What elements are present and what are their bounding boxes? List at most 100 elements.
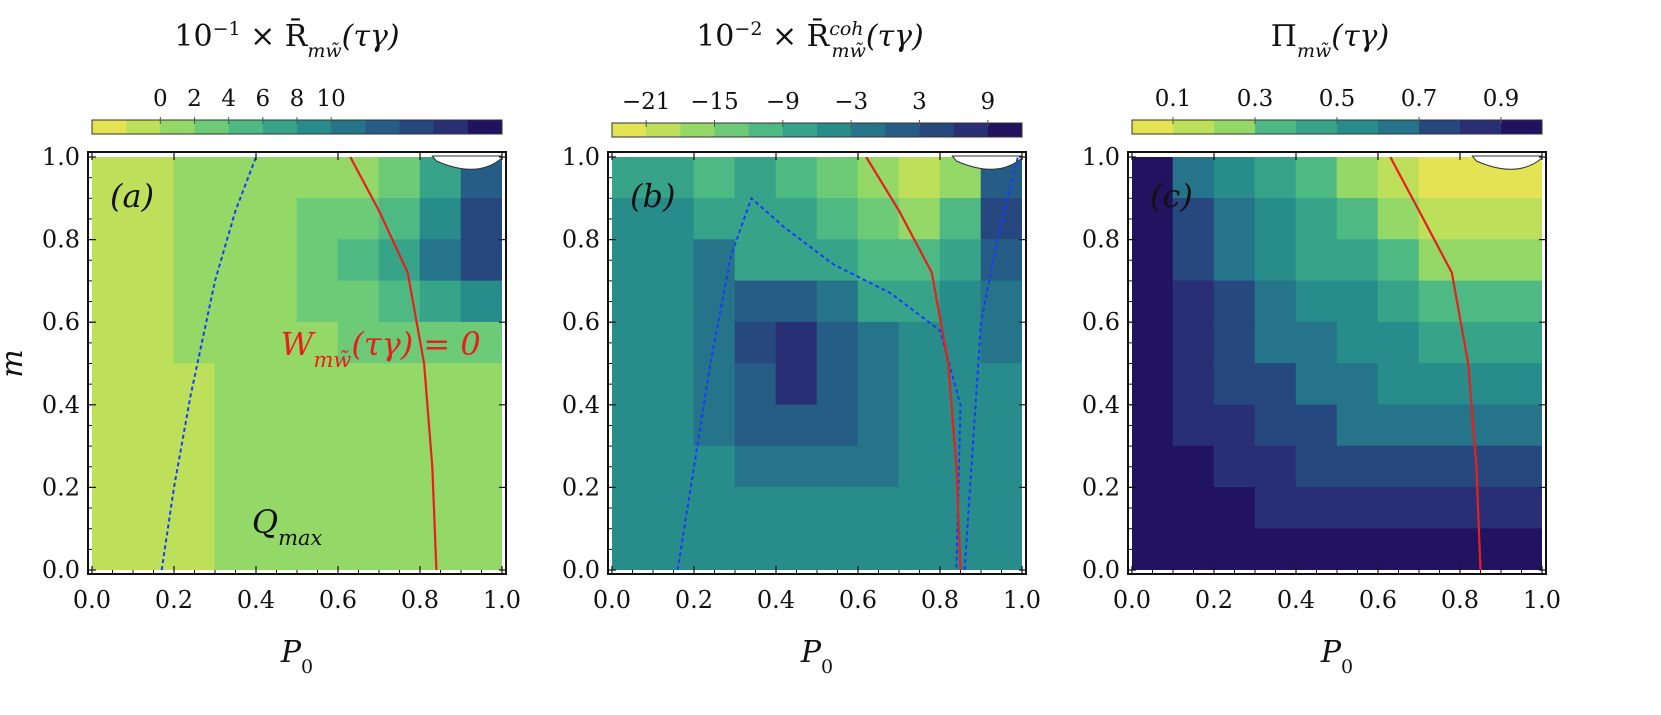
contour-cell <box>132 404 175 447</box>
colorbar-cell <box>1214 120 1256 134</box>
contour-cell <box>857 487 900 529</box>
contour-cell <box>1172 404 1215 447</box>
contour-cell <box>1500 528 1542 570</box>
contour-cell <box>378 363 421 406</box>
contour-cell <box>1418 321 1461 364</box>
contour-cell <box>1459 404 1502 447</box>
colorbar-cell <box>748 123 784 137</box>
colorbar-tick-label: 8 <box>290 86 305 112</box>
y-tick-label: 0.0 <box>42 556 80 584</box>
contour-cell <box>460 198 502 240</box>
contour-cell <box>980 363 1022 406</box>
contour-cell <box>816 445 859 488</box>
contour-cell <box>173 487 216 529</box>
contour-cell <box>296 157 339 199</box>
contour-cell <box>816 280 859 323</box>
contour-cell <box>1172 528 1215 570</box>
y-axis-title: m <box>0 349 30 377</box>
contour-cell <box>214 363 257 406</box>
contour-cell <box>693 280 736 323</box>
contour-cell <box>939 487 982 529</box>
contour-cell <box>1418 404 1461 447</box>
x-tick-label: 0.2 <box>155 586 193 614</box>
contour-cell <box>92 445 134 488</box>
x-tick-label: 0.4 <box>1277 586 1315 614</box>
x-tick-label: 0.4 <box>237 586 275 614</box>
contour-cell <box>337 487 380 529</box>
contour-cell <box>1132 363 1174 406</box>
contour-cell <box>693 363 736 406</box>
contour-cell <box>652 239 695 282</box>
x-tick-label: 1.0 <box>1003 586 1041 614</box>
contour-cell <box>255 404 298 447</box>
contour-cell <box>1336 487 1379 529</box>
contour-cell <box>816 239 859 282</box>
contour-cell <box>1500 198 1542 240</box>
contour-cell <box>898 157 941 199</box>
contour-cell <box>1377 528 1420 570</box>
contour-cell <box>460 487 502 529</box>
contour-cell <box>1500 239 1542 282</box>
contour-cell <box>378 404 421 447</box>
contour-cell <box>980 528 1022 570</box>
contour-cell <box>173 198 216 240</box>
y-tick-label: 0.4 <box>1082 391 1120 419</box>
contour-cell <box>1254 363 1297 406</box>
contour-cell <box>652 404 695 447</box>
contour-cell <box>296 487 339 529</box>
contour-cell <box>214 280 257 323</box>
contour-cell <box>1500 321 1542 364</box>
contour-cell <box>132 528 175 570</box>
contour-cell <box>857 198 900 240</box>
contour-cell <box>775 157 818 199</box>
contour-cell <box>1132 404 1174 447</box>
contour-cell <box>980 404 1022 447</box>
contour-cell <box>337 363 380 406</box>
contour-cell <box>132 157 175 199</box>
contour-cell <box>734 528 777 570</box>
contour-cell <box>857 445 900 488</box>
contour-cell <box>255 528 298 570</box>
y-tick-label: 0.8 <box>562 226 600 254</box>
x-tick-label: 0.8 <box>921 586 959 614</box>
contour-cell <box>1213 404 1256 447</box>
contour-cell <box>693 198 736 240</box>
contour-cell <box>92 528 134 570</box>
contour-cell <box>92 280 134 323</box>
y-tick-label: 0.8 <box>1082 226 1120 254</box>
contour-cell <box>1213 157 1256 199</box>
contour-cell <box>173 157 216 199</box>
contour-cell <box>1132 445 1174 488</box>
contour-cell <box>132 321 175 364</box>
contour-cell <box>1132 198 1174 240</box>
x-tick-label: 0.2 <box>1195 586 1233 614</box>
contour-cell <box>898 445 941 488</box>
contour-cell <box>652 157 695 199</box>
contour-cell <box>1295 157 1338 199</box>
contour-cell <box>939 198 982 240</box>
contour-cell <box>816 404 859 447</box>
contour-cell <box>214 445 257 488</box>
contour-cell <box>1254 157 1297 199</box>
x-tick-label: 0.8 <box>401 586 439 614</box>
colorbar-tick-label: 2 <box>187 86 202 112</box>
contour-cell <box>1459 239 1502 282</box>
colorbar-cell <box>228 120 264 134</box>
y-tick-label: 0.8 <box>42 226 80 254</box>
contour-cell <box>255 363 298 406</box>
contour-cell <box>1336 528 1379 570</box>
colorbar-tick-label: 0.9 <box>1483 86 1520 112</box>
contour-cell <box>296 404 339 447</box>
colorbar-tick-label: 0.1 <box>1155 86 1192 112</box>
contour-cell <box>1336 239 1379 282</box>
colorbar-cell <box>262 120 298 134</box>
colorbar-cell <box>1460 120 1502 134</box>
contour-cell <box>612 280 654 323</box>
panel-tag: (a) <box>110 177 154 215</box>
panel-title: 10−1 × R̄mw̃(τγ) <box>174 18 399 62</box>
contour-cell <box>296 363 339 406</box>
contour-cell <box>255 239 298 282</box>
contour-cell <box>214 487 257 529</box>
contour-cell <box>939 445 982 488</box>
contour-cell <box>1213 487 1256 529</box>
